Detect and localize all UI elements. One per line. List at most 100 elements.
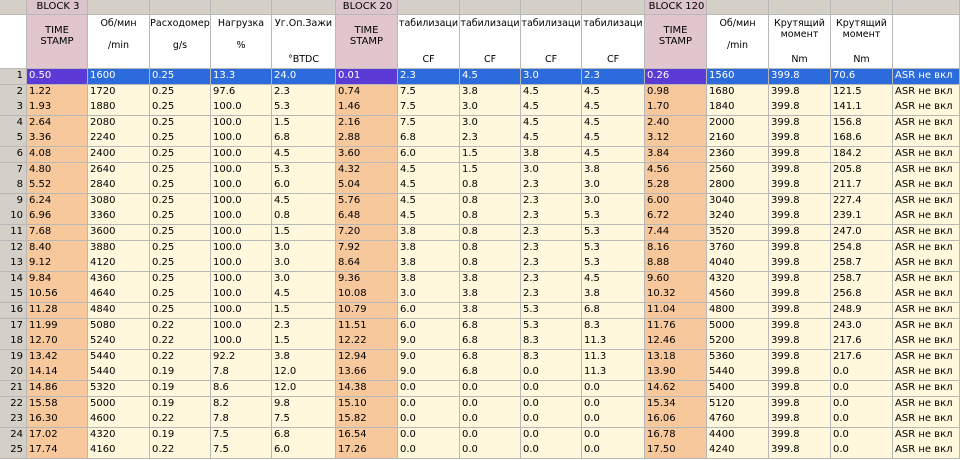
data-cell[interactable]: 3240 [707,209,769,226]
data-cell[interactable]: 399.8 [769,84,831,101]
data-cell[interactable]: 100.0 [211,100,272,117]
data-cell[interactable]: 1.5 [272,303,336,320]
data-cell[interactable]: 0.25 [150,193,211,210]
data-cell[interactable]: 100.0 [211,131,272,148]
data-cell[interactable]: 2.3 [272,84,336,101]
data-cell[interactable]: 3360 [88,209,150,226]
data-cell[interactable]: 1.5 [272,334,336,351]
data-cell[interactable]: 399.8 [769,427,831,444]
data-cell[interactable]: 5120 [707,396,769,413]
data-cell[interactable]: 2.3 [521,271,582,288]
data-cell[interactable]: 9.60 [645,271,707,288]
data-cell[interactable]: ASR не вкл [893,287,960,304]
data-cell[interactable]: 4.32 [336,162,398,179]
data-cell[interactable]: 11.28 [27,303,88,320]
data-cell[interactable]: 0.25 [150,256,211,273]
data-cell[interactable]: 3080 [88,193,150,210]
data-cell[interactable]: 17.74 [27,443,88,460]
data-cell[interactable]: 6.8 [460,334,521,351]
data-cell[interactable]: 8.3 [521,349,582,366]
data-cell[interactable]: 5.3 [521,318,582,335]
data-cell[interactable]: 3.12 [645,131,707,148]
data-cell[interactable]: 399.8 [769,334,831,351]
data-cell[interactable]: 5.3 [582,240,645,257]
data-cell[interactable]: 2000 [707,115,769,132]
data-cell[interactable]: 5.28 [645,178,707,195]
data-cell[interactable]: 0.0 [521,443,582,460]
data-cell[interactable]: 1.5 [272,225,336,242]
data-cell[interactable]: 6.8 [272,131,336,148]
data-cell[interactable]: 3.60 [336,147,398,164]
data-cell[interactable]: ASR не вкл [893,69,960,86]
data-cell[interactable]: 5200 [707,334,769,351]
data-cell[interactable]: 9.36 [336,271,398,288]
data-cell[interactable]: 156.8 [831,115,893,132]
data-cell[interactable]: 399.8 [769,303,831,320]
data-cell[interactable]: 100.0 [211,256,272,273]
data-cell[interactable]: 6.24 [27,193,88,210]
data-cell[interactable]: 0.0 [521,427,582,444]
data-cell[interactable]: 211.7 [831,178,893,195]
data-cell[interactable]: 0.0 [582,443,645,460]
data-cell[interactable]: 2.16 [336,115,398,132]
data-cell[interactable]: 227.4 [831,193,893,210]
data-cell[interactable]: 15.10 [336,396,398,413]
data-cell[interactable]: 0.22 [150,412,211,429]
data-cell[interactable]: 2800 [707,178,769,195]
data-cell[interactable]: 8.40 [27,240,88,257]
data-cell[interactable]: 97.6 [211,84,272,101]
data-cell[interactable]: 2360 [707,147,769,164]
data-cell[interactable]: 0.8 [460,209,521,226]
data-cell[interactable]: 16.78 [645,427,707,444]
data-cell[interactable]: 2640 [88,162,150,179]
data-cell[interactable]: 1.22 [27,84,88,101]
data-cell[interactable]: 12.0 [272,365,336,382]
data-cell[interactable]: 399.8 [769,443,831,460]
data-cell[interactable]: 5440 [88,349,150,366]
data-cell[interactable]: 399.8 [769,193,831,210]
data-cell[interactable]: 3.8 [398,256,460,273]
data-cell[interactable]: 3.8 [521,147,582,164]
data-cell[interactable]: ASR не вкл [893,365,960,382]
data-cell[interactable]: 4.5 [398,162,460,179]
data-cell[interactable]: 100.0 [211,240,272,257]
data-cell[interactable]: 2.3 [521,256,582,273]
data-cell[interactable]: 5.52 [27,178,88,195]
data-cell[interactable]: 4.5 [521,115,582,132]
data-cell[interactable]: 5080 [88,318,150,335]
data-cell[interactable]: 0.0 [582,412,645,429]
data-cell[interactable]: 6.96 [27,209,88,226]
data-cell[interactable]: 92.2 [211,349,272,366]
data-cell[interactable]: 0.25 [150,147,211,164]
data-cell[interactable]: 9.0 [398,349,460,366]
data-cell[interactable]: 13.66 [336,365,398,382]
data-cell[interactable]: 2.3 [521,178,582,195]
data-cell[interactable]: 6.00 [645,193,707,210]
data-cell[interactable]: 4.80 [27,162,88,179]
data-cell[interactable]: 4.5 [521,84,582,101]
data-cell[interactable]: 4.5 [582,84,645,101]
data-cell[interactable]: ASR не вкл [893,381,960,398]
data-cell[interactable]: 3.0 [521,162,582,179]
data-cell[interactable]: 3.36 [27,131,88,148]
data-cell[interactable]: 4.5 [272,193,336,210]
data-cell[interactable]: 3.8 [272,349,336,366]
data-cell[interactable]: 0.0 [521,412,582,429]
data-cell[interactable]: 0.0 [460,412,521,429]
data-cell[interactable]: 0.74 [336,84,398,101]
data-cell[interactable]: ASR не вкл [893,412,960,429]
data-cell[interactable]: 0.25 [150,100,211,117]
data-cell[interactable]: 13.90 [645,365,707,382]
data-cell[interactable]: 1560 [707,69,769,86]
data-cell[interactable]: 8.2 [211,396,272,413]
data-cell[interactable]: 4.5 [582,147,645,164]
data-cell[interactable]: ASR не вкл [893,240,960,257]
data-cell[interactable]: 399.8 [769,318,831,335]
data-cell[interactable]: 2.3 [398,69,460,86]
data-cell[interactable]: 12.0 [272,381,336,398]
data-cell[interactable]: 17.02 [27,427,88,444]
data-cell[interactable]: ASR не вкл [893,193,960,210]
data-cell[interactable]: 100.0 [211,303,272,320]
data-cell[interactable]: 100.0 [211,162,272,179]
data-cell[interactable]: 0.25 [150,115,211,132]
